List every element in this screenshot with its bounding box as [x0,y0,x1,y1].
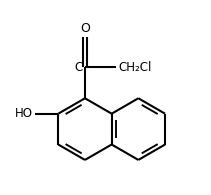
Text: CH₂Cl: CH₂Cl [118,61,152,74]
Text: O: O [80,22,90,35]
Text: HO: HO [15,107,33,120]
Text: C: C [75,61,83,74]
